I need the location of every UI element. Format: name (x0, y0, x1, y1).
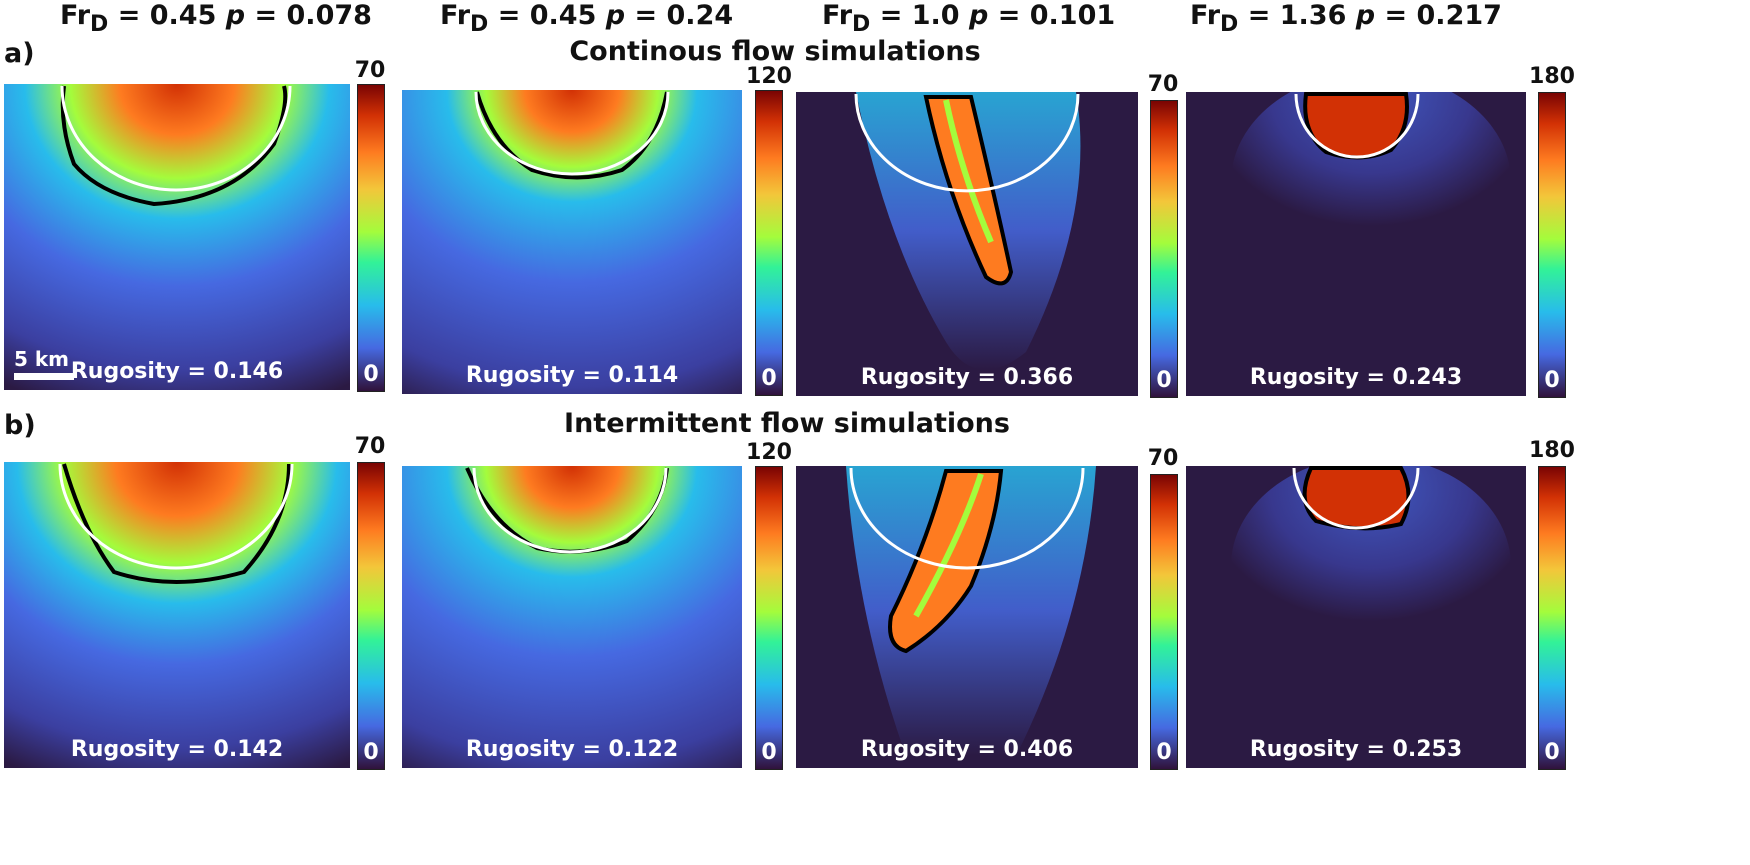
colorbar-a4: 0 (1538, 92, 1566, 398)
colorbar-max-b2: 120 (746, 440, 792, 465)
colorbar-b3: 0 (1150, 474, 1178, 770)
colorbar-b1: 0 (357, 462, 385, 770)
rugosity-label: Rugosity = 0.146 (70, 359, 284, 384)
column-title-2: FrD = 0.45 p = 0.24 (440, 0, 734, 37)
colorbar-a2: 0 (755, 90, 783, 396)
row-title-continuous: Continous flow simulations (569, 36, 981, 67)
rugosity-label: Rugosity = 0.122 (465, 737, 679, 762)
map-panel-b2: Rugosity = 0.122 (402, 466, 742, 768)
colorbar-max-b4: 180 (1529, 438, 1575, 463)
row-title-intermittent: Intermittent flow simulations (564, 408, 1010, 439)
scale-bar: 5 km (14, 347, 74, 380)
row-label-b: b) (4, 410, 36, 441)
rugosity-label: Rugosity = 0.406 (860, 737, 1074, 762)
rugosity-label: Rugosity = 0.366 (860, 365, 1074, 390)
colorbar-max-b3: 70 (1147, 446, 1179, 471)
map-panel-b3: Rugosity = 0.406 (796, 466, 1138, 768)
colorbar-max-a3: 70 (1147, 72, 1179, 97)
map-panel-b4: Rugosity = 0.253 (1186, 466, 1526, 768)
rugosity-label: Rugosity = 0.243 (1249, 365, 1463, 390)
rugosity-label: Rugosity = 0.253 (1249, 737, 1463, 762)
column-title-3: FrD = 1.0 p = 0.101 (822, 0, 1116, 37)
colorbar-a3: 0 (1150, 100, 1178, 398)
map-panel-a1: 5 km Rugosity = 0.146 (4, 84, 350, 390)
column-title-1: FrD = 0.45 p = 0.078 (60, 0, 372, 37)
colorbar-b4: 0 (1538, 466, 1566, 770)
rugosity-label: Rugosity = 0.114 (465, 363, 679, 388)
column-title-4: FrD = 1.36 p = 0.217 (1190, 0, 1502, 37)
map-panel-a3: Rugosity = 0.366 (796, 92, 1138, 396)
colorbar-max-a4: 180 (1529, 64, 1575, 89)
colorbar-max-a1: 70 (354, 58, 386, 83)
map-panel-b1: Rugosity = 0.142 (4, 462, 350, 768)
rugosity-label: Rugosity = 0.142 (70, 737, 284, 762)
map-panel-a4: Rugosity = 0.243 (1186, 92, 1526, 396)
colorbar-max-b1: 70 (354, 434, 386, 459)
colorbar-max-a2: 120 (746, 64, 792, 89)
row-label-a: a) (4, 38, 35, 69)
map-panel-a2: Rugosity = 0.114 (402, 90, 742, 394)
colorbar-a1: 0 (357, 84, 385, 392)
colorbar-b2: 0 (755, 466, 783, 770)
